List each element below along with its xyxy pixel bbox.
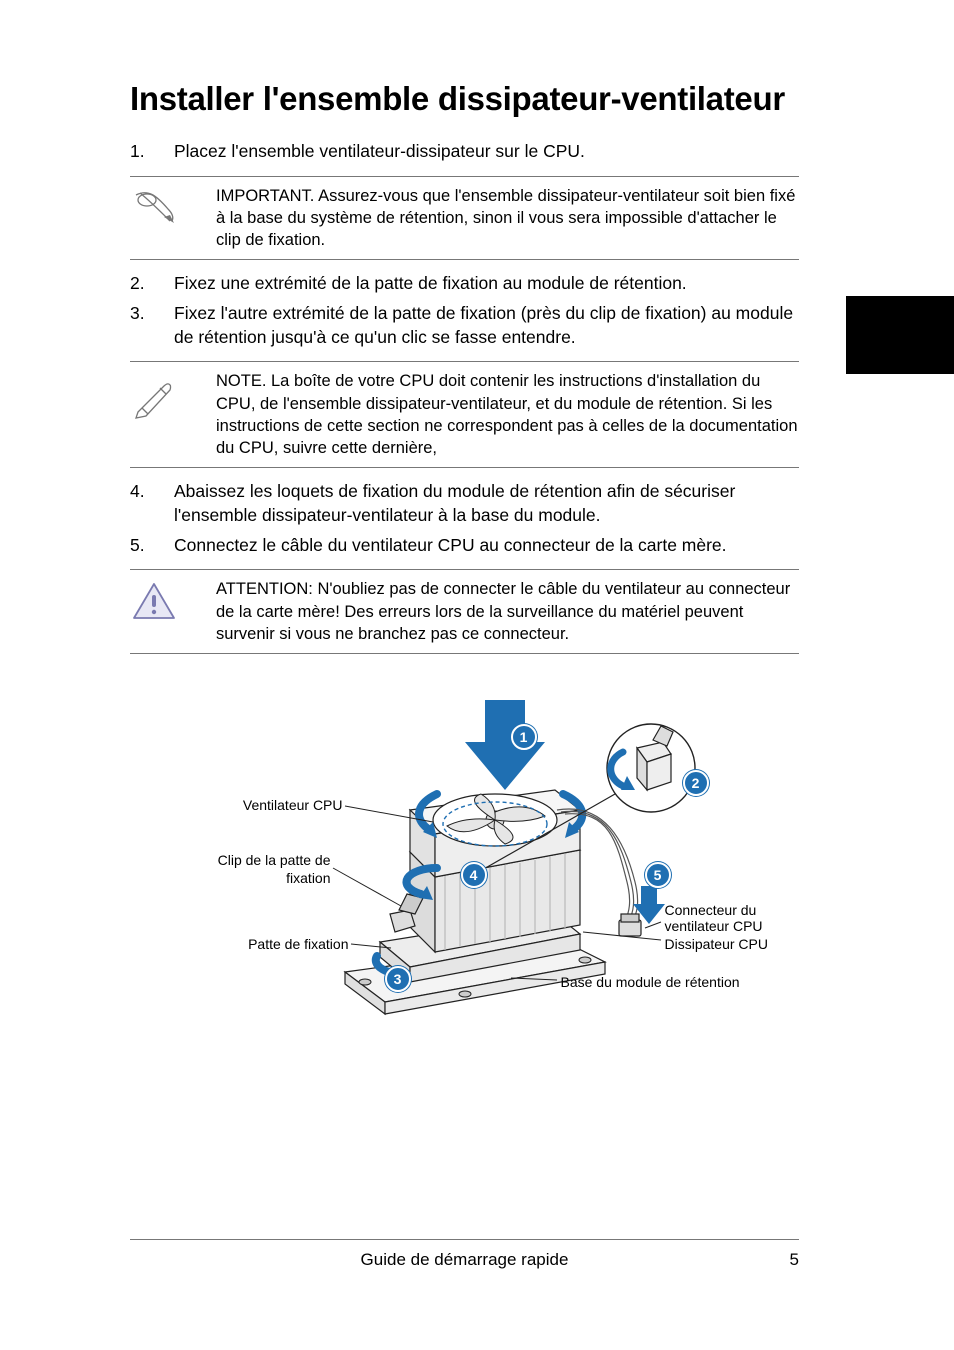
step-number: 4. xyxy=(130,480,174,527)
step-number: 5. xyxy=(130,534,174,558)
callout-note: NOTE. La boîte de votre CPU doit conteni… xyxy=(130,361,799,468)
callout-text: NOTE. La boîte de votre CPU doit conteni… xyxy=(216,370,799,459)
page-number: 5 xyxy=(790,1250,799,1270)
step-text: Fixez l'autre extrémité de la patte de f… xyxy=(174,302,799,349)
step-number: 3. xyxy=(130,302,174,349)
step-3: 3. Fixez l'autre extrémité de la patte d… xyxy=(130,302,799,349)
step-4: 4. Abaissez les loquets de fixation du m… xyxy=(130,480,799,527)
step-2: 2. Fixez une extrémité de la patte de fi… xyxy=(130,272,799,296)
step-number: 2. xyxy=(130,272,174,296)
step-text: Connectez le câble du ventilateur CPU au… xyxy=(174,534,799,558)
label-connector-2: ventilateur CPU xyxy=(665,918,763,936)
step-text: Abaissez les loquets de fixation du modu… xyxy=(174,480,799,527)
heatsink-diagram: 1 2 3 4 5 Ventilateur CPU Clip de la pat… xyxy=(185,682,745,1032)
step-1: 1. Placez l'ensemble ventilateur-dissipa… xyxy=(130,140,799,164)
callout-important: IMPORTANT. Assurez-vous que l'ensemble d… xyxy=(130,176,799,261)
label-bracket: Patte de fixation xyxy=(217,936,349,954)
attention-icon xyxy=(130,578,216,624)
step-text: Placez l'ensemble ventilateur-dissipateu… xyxy=(174,140,799,164)
note-icon xyxy=(130,370,216,422)
steps-list-3: 4. Abaissez les loquets de fixation du m… xyxy=(130,480,799,557)
step-number: 1. xyxy=(130,140,174,164)
diagram-bullet-2: 2 xyxy=(683,770,709,796)
side-tab xyxy=(846,296,954,374)
diagram-bullet-5: 5 xyxy=(645,862,671,888)
callout-text: ATTENTION: N'oubliez pas de connecter le… xyxy=(216,578,799,645)
label-clip: Clip de la patte de fixation xyxy=(207,852,331,887)
label-heatsink: Dissipateur CPU xyxy=(665,936,768,954)
diagram-bullet-4: 4 xyxy=(461,862,487,888)
label-base: Base du module de rétention xyxy=(561,974,740,992)
page-title: Installer l'ensemble dissipateur-ventila… xyxy=(130,80,799,118)
callout-attention: ATTENTION: N'oubliez pas de connecter le… xyxy=(130,569,799,654)
step-text: Fixez une extrémité de la patte de fixat… xyxy=(174,272,799,296)
diagram-container: 1 2 3 4 5 Ventilateur CPU Clip de la pat… xyxy=(130,682,799,1032)
footer-title: Guide de démarrage rapide xyxy=(130,1250,799,1270)
label-connector-1: Connecteur du xyxy=(665,902,757,920)
label-fan: Ventilateur CPU xyxy=(215,797,343,815)
diagram-bullet-3: 3 xyxy=(385,966,411,992)
callout-text: IMPORTANT. Assurez-vous que l'ensemble d… xyxy=(216,185,799,252)
step-5: 5. Connectez le câble du ventilateur CPU… xyxy=(130,534,799,558)
steps-list: 1. Placez l'ensemble ventilateur-dissipa… xyxy=(130,140,799,164)
page: Installer l'ensemble dissipateur-ventila… xyxy=(0,0,954,1350)
important-icon xyxy=(130,185,216,229)
page-footer: Guide de démarrage rapide 5 xyxy=(130,1239,799,1250)
steps-list-2: 2. Fixez une extrémité de la patte de fi… xyxy=(130,272,799,349)
diagram-bullet-1: 1 xyxy=(511,724,537,750)
